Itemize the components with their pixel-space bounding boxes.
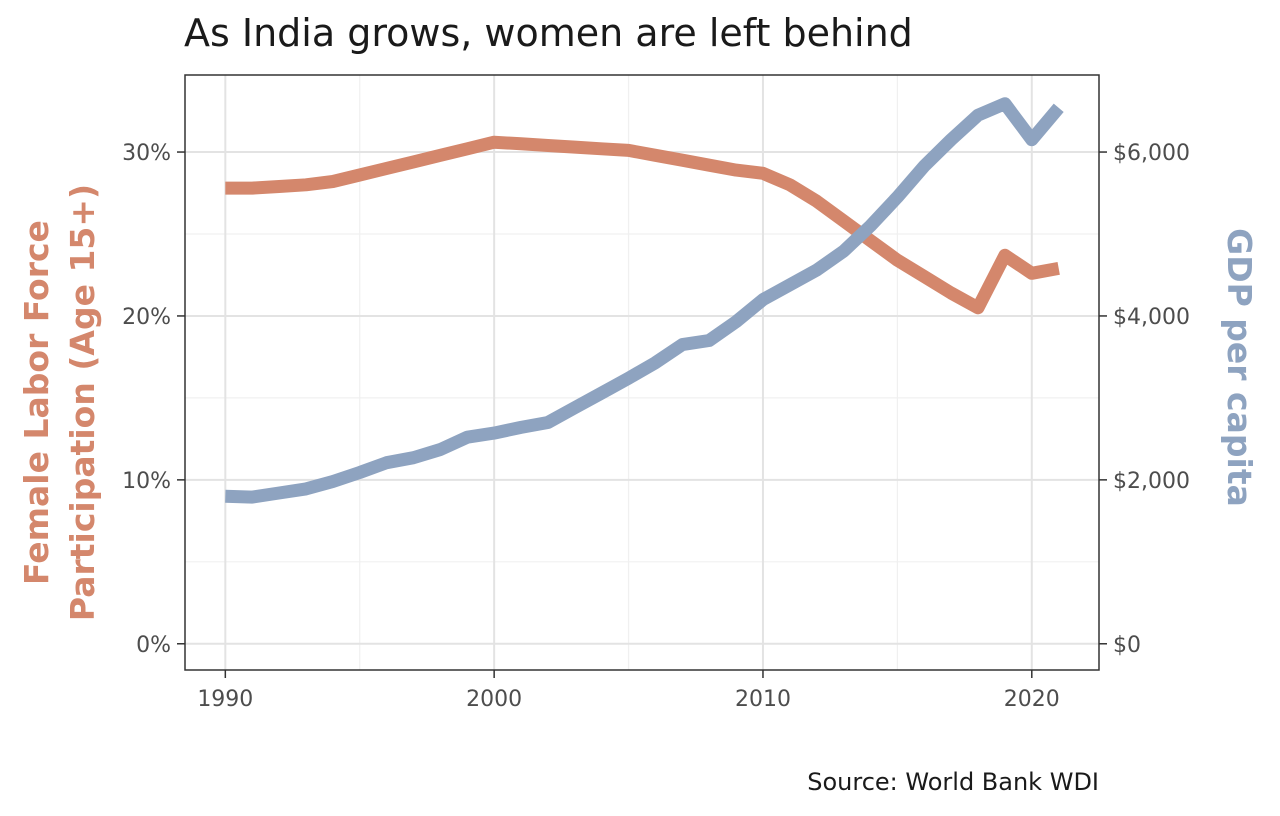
gdp-per-capita-line [225, 97, 1064, 504]
y-axis-left-label-line: Female Labor Force [17, 220, 56, 585]
y-axis-right-label: GDP per capita [1220, 228, 1259, 507]
grid [185, 75, 1099, 670]
source-caption: Source: World Bank WDI [807, 768, 1099, 796]
y-axis-left-label: Female Labor Force Participation (Age 15+… [17, 184, 102, 621]
axes: 1990 2000 2010 2020 0% 10% 20% 30% $0 $2,000 $4,00… [122, 141, 1190, 712]
x-tick-label: 1990 [197, 687, 253, 712]
series-layer [225, 97, 1064, 504]
y-right-tick-label: $6,000 [1113, 141, 1190, 166]
y-left-tick-label: 20% [122, 305, 171, 330]
y-right-tick-label: $2,000 [1113, 469, 1190, 494]
x-tick-label: 2010 [735, 687, 791, 712]
y-right-tick-label: $4,000 [1113, 305, 1190, 330]
plot-panel-border [184, 74, 1100, 671]
y-left-tick-label: 10% [122, 469, 171, 494]
x-tick-label: 2020 [1004, 687, 1060, 712]
female-lfp-line [225, 135, 1060, 315]
y-left-tick-label: 0% [136, 633, 171, 658]
y-left-tick-label: 30% [122, 141, 171, 166]
chart-title: As India grows, women are left behind [184, 11, 913, 55]
x-tick-label: 2000 [466, 687, 522, 712]
y-axis-left-label-line: Participation (Age 15+) [63, 184, 102, 621]
y-right-tick-label: $0 [1113, 633, 1141, 658]
